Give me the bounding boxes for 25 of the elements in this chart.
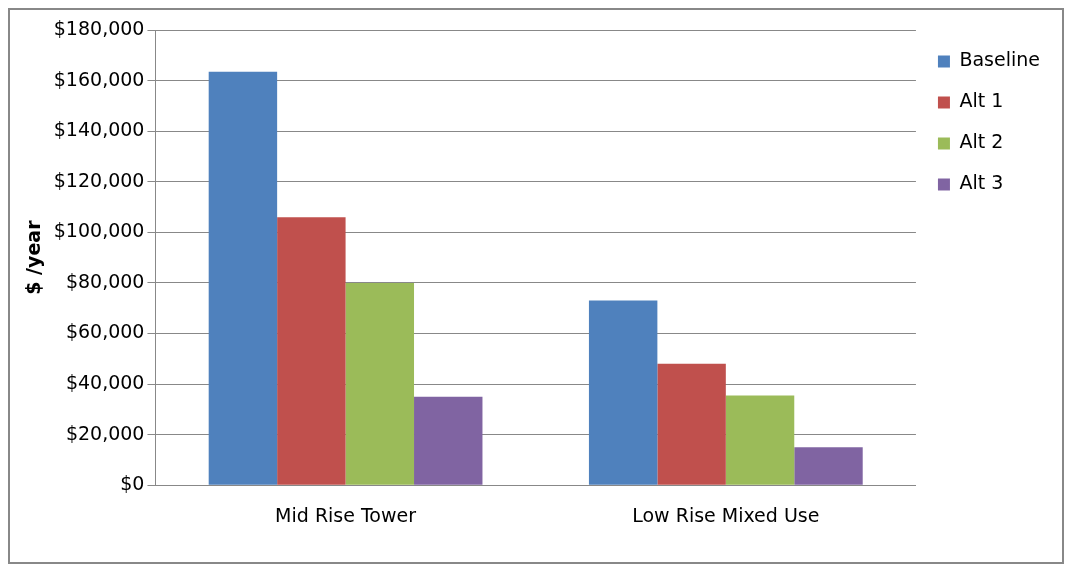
y-tick-label: $160,000 xyxy=(53,67,145,90)
legend-label: Baseline xyxy=(959,48,1041,71)
y-tick-label: $40,000 xyxy=(65,370,145,393)
y-tick-label: $140,000 xyxy=(53,118,145,141)
y-axis-title: $ /year xyxy=(22,219,45,295)
y-tick-label: $60,000 xyxy=(65,320,145,343)
bar xyxy=(345,282,415,485)
bar xyxy=(414,396,483,485)
x-tick-label: Low Rise Mixed Use xyxy=(632,503,820,526)
legend-label: Alt 2 xyxy=(959,130,1004,153)
legend-label: Alt 1 xyxy=(959,89,1004,112)
y-tick-label: $100,000 xyxy=(53,219,145,242)
x-tick-label: Mid Rise Tower xyxy=(275,503,417,526)
bar xyxy=(277,217,346,485)
y-tick-label: $20,000 xyxy=(65,421,145,444)
y-tick-label: $0 xyxy=(120,472,145,495)
bar xyxy=(657,363,726,485)
bar xyxy=(208,71,278,485)
y-tick-label: $80,000 xyxy=(65,269,145,292)
bar xyxy=(725,395,795,485)
bar xyxy=(794,447,863,485)
legend-label: Alt 3 xyxy=(959,171,1004,194)
y-tick-label: $180,000 xyxy=(53,16,145,39)
bar xyxy=(588,300,658,485)
y-tick-label: $120,000 xyxy=(53,168,145,191)
